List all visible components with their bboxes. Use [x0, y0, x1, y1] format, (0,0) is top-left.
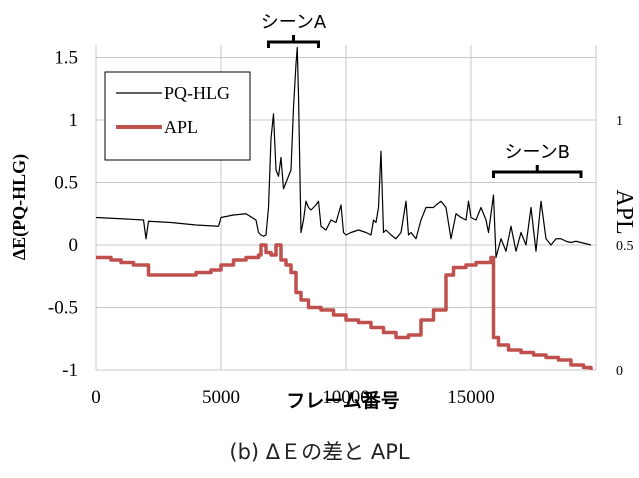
- annotations: シーンA シーンB: [261, 12, 583, 178]
- x-tick-1: 5000: [202, 387, 240, 408]
- legend-box: [104, 71, 251, 161]
- x-axis-label: フレーム番号: [286, 390, 399, 412]
- series-line-pq-hlg: [95, 46, 592, 259]
- y-tick-left-1: 1: [69, 110, 79, 131]
- y-tick-right-1: 0.5: [616, 239, 634, 254]
- y-tick-right-2: 0: [616, 364, 623, 379]
- scene-label-0: シーンA: [261, 12, 327, 33]
- scene-bracket-1: [492, 165, 583, 178]
- y-tick-left-5: -1: [62, 360, 78, 381]
- y-tick-left-3: 0: [69, 235, 79, 256]
- scene-label-1: シーンB: [505, 142, 570, 163]
- legend-label-pq-hlg: PQ-HLG: [164, 83, 230, 103]
- y-tick-left-4: -0.5: [48, 298, 78, 319]
- series-layer: [95, 46, 593, 370]
- x-tick-0: 0: [91, 387, 101, 408]
- tick-labels: 1.5 1 0.5 0 -0.5 -1 0 5000 10000 15000 1 0.5 0: [48, 48, 634, 409]
- x-tick-2: 10000: [322, 387, 370, 408]
- y-tick-left-0: 1.5: [54, 48, 78, 69]
- y-axis-label-left: ΔE(PQ-HLG): [9, 154, 30, 260]
- scene-bracket-0: [267, 35, 320, 48]
- x-tick-3: 15000: [447, 387, 495, 408]
- y-tick-left-2: 0.5: [54, 173, 78, 194]
- legend: PQ-HLG APL: [104, 71, 251, 161]
- figure-caption: (b) ΔＥの差と APL: [229, 440, 410, 464]
- y-tick-right-0: 1: [616, 114, 623, 129]
- legend-label-apl: APL: [164, 117, 198, 137]
- series-line-apl: [96, 243, 593, 370]
- y-axis-label-right: APL: [611, 189, 637, 234]
